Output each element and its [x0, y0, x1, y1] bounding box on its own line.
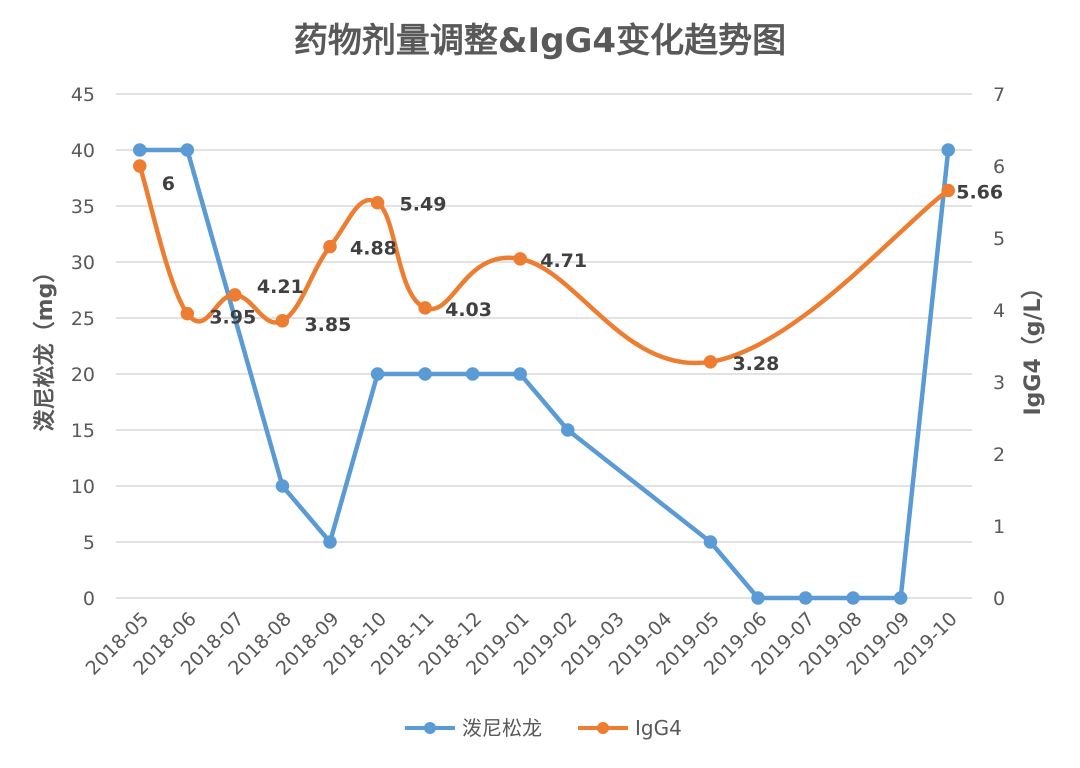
y2-tick-label: 0: [993, 588, 1005, 610]
y2-tick-label: 1: [993, 516, 1005, 538]
y-tick-label: 20: [71, 364, 95, 386]
y2-tick-label: 4: [993, 300, 1005, 322]
prednisolone-point: [370, 367, 385, 381]
igg4-data-label: 4.21: [257, 276, 304, 298]
igg4-point: [228, 288, 242, 302]
right-axis-ticks: 0 1 2 3 4 5 6 7: [993, 84, 1005, 610]
igg4-data-label: 3.85: [304, 314, 351, 336]
y-tick-label: 35: [71, 196, 95, 218]
prednisolone-point: [418, 367, 432, 381]
prednisolone-point: [846, 591, 860, 605]
chart-title: 药物剂量调整&IgG4变化趋势图: [294, 21, 786, 61]
igg4-point: [941, 183, 955, 198]
y-tick-label: 0: [83, 588, 95, 610]
data-labels: 6 3.954.213.85 4.885.49 4.03 4.71 3.28 5.66: [162, 173, 1003, 375]
legend: 泼尼松龙 IgG4: [405, 716, 682, 740]
legend-marker-igg4: [597, 722, 609, 734]
igg4-data-label: 4.71: [540, 250, 587, 272]
prednisolone-point: [561, 423, 575, 437]
y-tick-label: 25: [71, 308, 95, 330]
y-tick-label: 10: [71, 476, 95, 498]
left-axis-title: 泼尼松龙（mg）: [33, 261, 58, 432]
igg4-data-label: 3.95: [209, 307, 256, 329]
prednisolone-point: [941, 143, 955, 157]
y-tick-label: 15: [71, 420, 95, 442]
prednisolone-point: [323, 535, 337, 549]
prednisolone-point: [893, 591, 908, 605]
prednisolone-point: [133, 143, 147, 157]
igg4-point: [323, 239, 337, 254]
gridlines: [116, 93, 972, 599]
prednisolone-point: [703, 535, 718, 549]
y2-tick-label: 7: [993, 84, 1005, 106]
igg4-point: [513, 252, 527, 266]
left-axis-ticks: 0 5 10 15 20 25 30 35 40 45: [71, 84, 95, 610]
igg4-point: [418, 301, 432, 315]
right-axis-title: IgG4（g/L）: [1021, 276, 1046, 415]
y2-tick-label: 5: [993, 228, 1005, 250]
legend-marker-prednisolone: [424, 722, 436, 734]
igg4-point: [703, 355, 718, 369]
igg4-data-label: 5.66: [956, 181, 1003, 203]
prednisolone-point: [513, 367, 527, 381]
y-tick-label: 45: [71, 84, 95, 106]
prednisolone-point: [798, 591, 813, 605]
x-axis-ticks: 2018-052018-062018-072018-082018-092018-…: [82, 608, 962, 680]
prednisolone-point: [275, 479, 290, 493]
y-tick-label: 30: [71, 252, 95, 274]
y2-tick-label: 2: [993, 444, 1005, 466]
y-tick-label: 40: [71, 140, 95, 162]
igg4-line: [137, 165, 950, 366]
y2-tick-label: 6: [993, 156, 1005, 178]
igg4-data-label: 5.49: [400, 194, 447, 216]
igg4-data-label: 6: [162, 173, 175, 195]
legend-label-prednisolone: 泼尼松龙: [462, 716, 542, 740]
igg4-data-label: 3.28: [732, 353, 779, 375]
series-group: [133, 143, 955, 605]
prednisolone-point: [180, 143, 195, 157]
igg4-point: [133, 159, 147, 173]
igg4-data-label: 4.88: [350, 238, 397, 260]
igg4-data-label: 4.03: [445, 299, 492, 321]
y2-tick-label: 3: [993, 372, 1005, 394]
igg4-point: [370, 195, 385, 210]
prednisolone-point: [465, 367, 480, 381]
igg4-point: [180, 306, 195, 321]
legend-label-igg4: IgG4: [635, 716, 682, 740]
prednisolone-point: [751, 591, 765, 605]
igg4-point: [275, 314, 290, 328]
y-tick-label: 5: [83, 532, 95, 554]
